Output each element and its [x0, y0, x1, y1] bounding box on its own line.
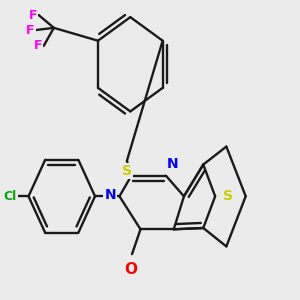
Text: O: O — [124, 262, 137, 277]
Text: S: S — [223, 189, 232, 203]
Text: N: N — [104, 188, 116, 203]
Text: F: F — [34, 39, 42, 52]
Text: S: S — [122, 164, 132, 178]
Text: Cl: Cl — [3, 190, 16, 203]
Text: F: F — [28, 8, 37, 22]
Text: N: N — [167, 157, 178, 171]
Text: F: F — [26, 23, 34, 37]
